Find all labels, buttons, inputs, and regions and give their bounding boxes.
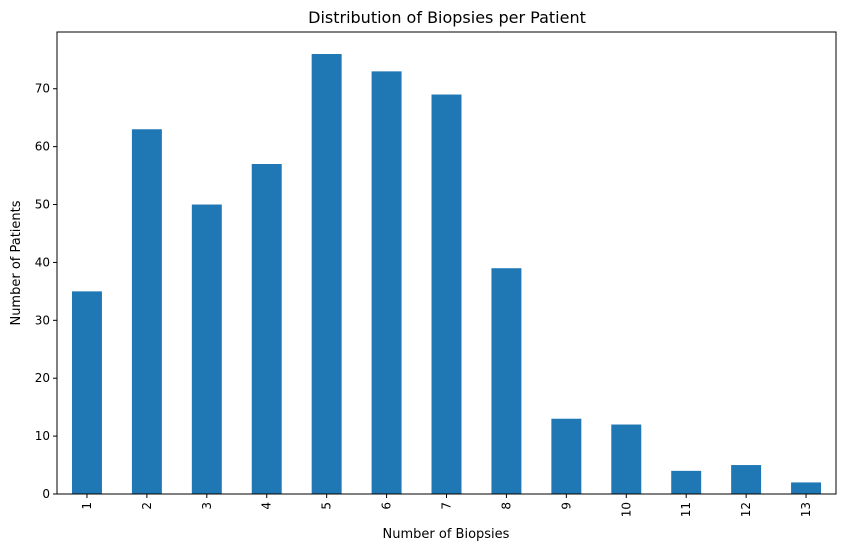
bar-13 — [791, 482, 822, 494]
bar-5 — [311, 54, 342, 494]
bar-12 — [731, 465, 762, 494]
y-tick-label-50: 50 — [35, 198, 50, 212]
bar-2 — [131, 129, 162, 494]
bar-4 — [251, 164, 282, 494]
y-axis: 0 10 20 30 40 50 60 70 — [35, 82, 57, 501]
x-tick-label-12: 12 — [739, 502, 753, 517]
x-axis-label: Number of Biopsies — [383, 527, 510, 542]
bar-7 — [431, 94, 462, 495]
x-tick-label-3: 3 — [200, 502, 214, 510]
bar-9 — [551, 418, 582, 494]
y-tick-label-10: 10 — [35, 429, 50, 443]
x-tick-label-6: 6 — [380, 502, 394, 510]
y-tick-label-70: 70 — [35, 82, 50, 96]
x-tick-label-5: 5 — [320, 502, 334, 510]
y-tick-label-0: 0 — [42, 487, 50, 501]
y-tick-label-60: 60 — [35, 140, 50, 154]
x-tick-label-9: 9 — [559, 502, 573, 510]
chart-title: Distribution of Biopsies per Patient — [308, 8, 586, 27]
bar-8 — [491, 268, 522, 494]
bar-1 — [71, 291, 102, 494]
x-tick-label-11: 11 — [679, 502, 693, 517]
bars-group — [71, 54, 822, 495]
x-tick-label-7: 7 — [440, 502, 454, 510]
x-tick-label-1: 1 — [80, 502, 94, 510]
x-axis: 1 2 3 4 5 6 7 8 9 10 11 12 13 — [80, 494, 813, 517]
bar-6 — [371, 71, 402, 495]
bar-11 — [671, 470, 702, 494]
x-tick-label-4: 4 — [260, 502, 274, 510]
y-tick-label-20: 20 — [35, 371, 50, 385]
bar-3 — [191, 204, 222, 495]
x-tick-label-2: 2 — [140, 502, 154, 510]
x-tick-label-10: 10 — [619, 502, 633, 517]
y-tick-label-30: 30 — [35, 313, 50, 327]
plot-frame — [56, 31, 837, 495]
x-tick-label-13: 13 — [799, 502, 813, 517]
bar-10 — [611, 424, 642, 494]
y-axis-label: Number of Patients — [9, 200, 24, 325]
y-tick-label-40: 40 — [35, 255, 50, 269]
x-tick-label-8: 8 — [499, 502, 513, 510]
